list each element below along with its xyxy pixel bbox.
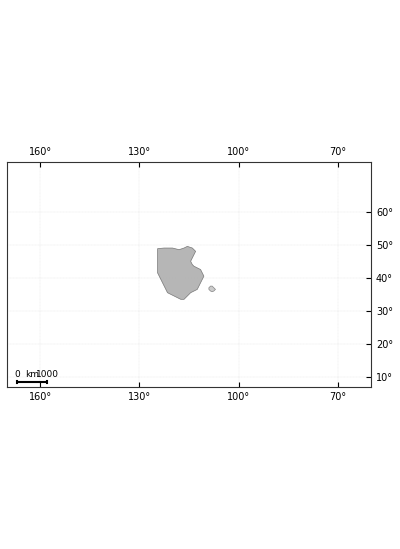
Text: 0: 0: [14, 371, 20, 379]
Polygon shape: [209, 286, 216, 292]
Text: km: km: [25, 371, 39, 379]
Text: 1000: 1000: [36, 371, 58, 379]
Polygon shape: [158, 247, 204, 299]
